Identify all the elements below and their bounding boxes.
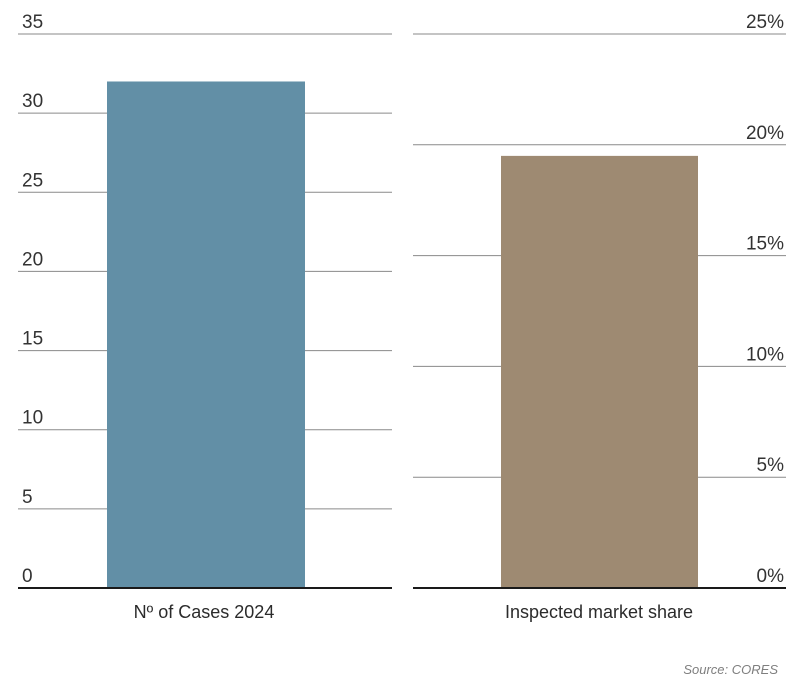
category-label: Nº of Cases 2024 bbox=[134, 602, 275, 622]
market-share-chart-panel: 0% 5% 10% 15% 20% 25% Inspected market share bbox=[413, 12, 786, 622]
cases-chart-panel: 0 5 10 15 20 25 30 35 Nº of Cases 2024 bbox=[18, 12, 392, 622]
y-tick-label: 10 bbox=[22, 408, 43, 429]
bar bbox=[501, 155, 698, 588]
y-tick-label: 15 bbox=[22, 329, 43, 350]
y-tick-label: 25 bbox=[22, 170, 43, 191]
bar bbox=[107, 81, 305, 588]
y-tick-label: 20% bbox=[746, 123, 784, 144]
y-tick-label: 30 bbox=[22, 91, 43, 112]
y-tick-label: 20 bbox=[22, 249, 43, 270]
y-tick-label: 0 bbox=[22, 566, 33, 587]
y-tick-label: 5 bbox=[22, 487, 33, 508]
y-tick-label: 5% bbox=[757, 455, 785, 476]
source-note: Source: CORES bbox=[683, 662, 778, 677]
y-tick-label: 35 bbox=[22, 12, 43, 33]
category-label: Inspected market share bbox=[505, 602, 693, 622]
y-tick-label: 0% bbox=[757, 566, 785, 587]
y-tick-label: 15% bbox=[746, 234, 784, 255]
y-tick-label: 25% bbox=[746, 12, 784, 33]
y-tick-label: 10% bbox=[746, 344, 784, 365]
